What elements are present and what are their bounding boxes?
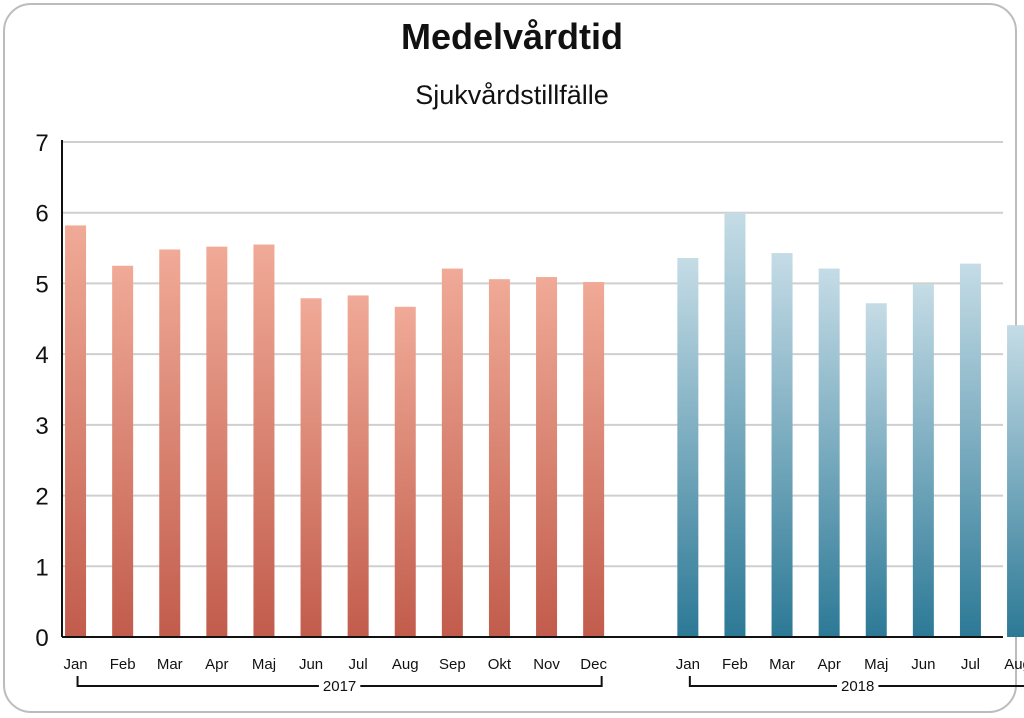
bar (65, 225, 87, 637)
bar (959, 263, 981, 637)
group-label: 2018 (841, 678, 874, 695)
x-tick-label: Maj (252, 656, 276, 673)
gridlines (62, 141, 1003, 568)
bar (536, 277, 558, 637)
bar (253, 244, 275, 638)
x-tick-label: Jul (961, 656, 980, 673)
bar (441, 268, 463, 637)
bars (65, 212, 1024, 638)
bar (771, 253, 793, 637)
group-label-backing (837, 678, 879, 695)
group-label: 2017 (323, 678, 356, 695)
bar (112, 265, 134, 637)
x-tick-label: Sep (439, 656, 466, 673)
x-tick-label: Aug (1004, 656, 1024, 673)
bar (300, 298, 322, 637)
y-tick-label: 5 (35, 271, 48, 298)
y-tick-label: 2 (35, 484, 48, 511)
x-tick-label: Apr (205, 656, 228, 673)
bar (206, 246, 228, 637)
x-tick-label: Nov (533, 656, 560, 673)
x-tick-label: Aug (392, 656, 419, 673)
y-tick-label: 6 (35, 201, 48, 228)
x-tick-label: Jul (349, 656, 368, 673)
x-tick-label: Maj (864, 656, 888, 673)
bar (159, 249, 181, 637)
bar (1007, 325, 1024, 637)
x-tick-label: Mar (769, 656, 795, 673)
x-tick-label: Jan (63, 656, 87, 673)
x-tick-label: Feb (110, 656, 136, 673)
bar (677, 257, 699, 637)
x-tick-label: Okt (488, 656, 512, 673)
bar (724, 212, 746, 637)
bar (488, 279, 510, 637)
chart-subtitle: Sjukvårdstillfälle (415, 80, 609, 110)
x-tick-label: Jun (299, 656, 323, 673)
y-tick-label: 1 (35, 554, 48, 581)
bar (394, 306, 416, 637)
bar (912, 284, 934, 637)
chart-title: Medelvårdtid (400, 16, 624, 57)
y-tick-label: 0 (35, 625, 48, 652)
x-tick-label: Apr (817, 656, 840, 673)
bar (583, 282, 605, 637)
bar (347, 295, 369, 637)
y-tick-label: 3 (35, 413, 48, 440)
x-tick-label: Mar (157, 656, 183, 673)
y-tick-label: 4 (35, 342, 48, 369)
y-tick-label: 7 (35, 130, 48, 157)
x-tick-label: Feb (722, 656, 748, 673)
x-tick-label: Jun (911, 656, 935, 673)
x-tick-label: Jan (676, 656, 700, 673)
bar (865, 303, 887, 637)
group-label-backing (318, 678, 361, 695)
bar (818, 268, 840, 637)
axes: 0 1 2 3 4 5 6 7 Jan Feb Mar Apr Maj Jun Jul Aug Sep Okt No… (35, 130, 1024, 695)
x-tick-label: Dec (580, 656, 607, 673)
